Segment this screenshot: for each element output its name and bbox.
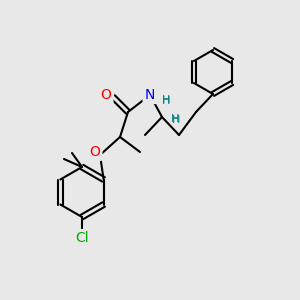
Text: O: O [90, 145, 101, 159]
Text: O: O [100, 88, 111, 102]
Text: Cl: Cl [75, 231, 89, 245]
Text: N: N [145, 88, 155, 102]
Text: N: N [145, 88, 155, 102]
Text: O: O [90, 145, 101, 159]
Text: H: H [162, 96, 170, 106]
Text: H: H [172, 115, 180, 125]
Text: H: H [162, 95, 170, 105]
Text: Cl: Cl [75, 231, 89, 245]
Text: H: H [171, 114, 179, 124]
Text: N: N [145, 88, 155, 102]
Text: O: O [100, 88, 111, 102]
